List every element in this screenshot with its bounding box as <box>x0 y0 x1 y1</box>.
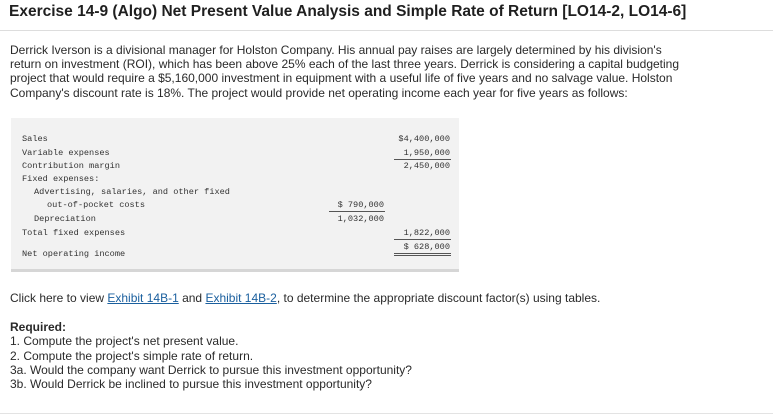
subtotal-underline <box>394 239 451 240</box>
instruction-suffix: , to determine the appropriate discount … <box>276 291 601 305</box>
net-operating-income-value: $ 628,000 <box>403 242 450 252</box>
sales-label: Sales <box>22 134 48 144</box>
description-line: Company's discount rate is 18%. The proj… <box>10 85 628 100</box>
requirement-item: 3b. Would Derrick be inclined to pursue … <box>10 377 372 392</box>
sales-value: $4,400,000 <box>398 134 450 144</box>
variable-expenses-label: Variable expenses <box>22 148 110 158</box>
exercise-title: Exercise 14-9 (Algo) Net Present Value A… <box>9 3 687 20</box>
subtotal-underline <box>329 211 385 212</box>
exhibit-14b-1-link[interactable]: Exhibit 14B-1 <box>107 291 179 305</box>
advertising-label-continued: out-of-pocket costs <box>47 200 145 210</box>
bottom-divider <box>0 413 773 414</box>
description-line: project that would require a $5,160,000 … <box>10 71 673 86</box>
instruction-middle: and <box>178 291 206 305</box>
required-heading: Required: <box>10 320 67 334</box>
fixed-expenses-header: Fixed expenses: <box>22 174 100 184</box>
depreciation-label: Depreciation <box>34 214 96 224</box>
exhibit-14b-2-link[interactable]: Exhibit 14B-2 <box>205 291 277 305</box>
income-statement-table: Sales $4,400,000 Variable expenses 1,950… <box>11 118 459 272</box>
exhibit-instruction: Click here to view Exhibit 14B-1 and Exh… <box>10 291 600 305</box>
requirement-item: 2. Compute the project's simple rate of … <box>10 348 254 363</box>
double-underline-bottom <box>394 255 451 256</box>
advertising-label: Advertising, salaries, and other fixed <box>34 187 230 197</box>
advertising-value: $ 790,000 <box>337 200 384 210</box>
problem-description: Derrick Iverson is a divisional manager … <box>10 43 750 100</box>
subtotal-underline <box>394 159 451 160</box>
double-underline-top <box>394 253 451 254</box>
contribution-margin-label: Contribution margin <box>22 161 120 171</box>
title-divider <box>0 30 773 31</box>
requirement-item: 3a. Would the company want Derrick to pu… <box>10 362 412 377</box>
total-fixed-expenses-label: Total fixed expenses <box>22 228 126 238</box>
required-section: Required: 1. Compute the project's net p… <box>10 320 412 391</box>
contribution-margin-value: 2,450,000 <box>403 161 450 171</box>
net-operating-income-label: Net operating income <box>22 249 126 259</box>
description-line: return on investment (ROI), which has be… <box>10 57 680 72</box>
variable-expenses-value: 1,950,000 <box>403 148 450 158</box>
depreciation-value: 1,032,000 <box>337 214 384 224</box>
instruction-prefix: Click here to view <box>10 291 108 305</box>
requirement-item: 1. Compute the project's net present val… <box>10 334 239 349</box>
total-fixed-expenses-value: 1,822,000 <box>403 228 450 238</box>
description-line: Derrick Iverson is a divisional manager … <box>10 43 662 57</box>
